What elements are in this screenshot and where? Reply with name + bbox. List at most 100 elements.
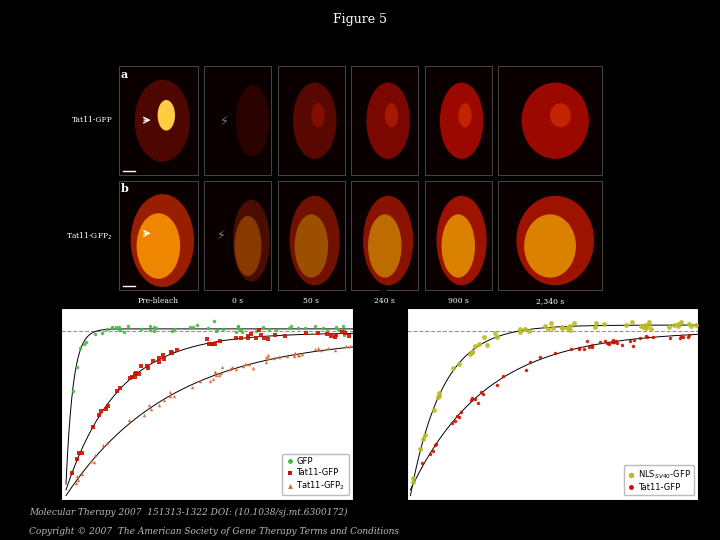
Point	[237, 362, 248, 370]
Point	[464, 350, 475, 359]
Point	[80, 338, 91, 347]
Point	[279, 332, 290, 340]
Point	[143, 400, 155, 409]
Point	[451, 412, 462, 421]
Point	[465, 395, 477, 404]
Ellipse shape	[458, 103, 472, 127]
Point	[539, 322, 551, 330]
Point	[261, 357, 272, 366]
Point	[96, 328, 107, 337]
Point	[246, 330, 257, 339]
Point	[233, 322, 244, 331]
Point	[70, 479, 81, 488]
Point	[629, 335, 640, 344]
Point	[338, 325, 350, 334]
Point	[682, 333, 693, 341]
Ellipse shape	[436, 196, 487, 285]
Ellipse shape	[524, 214, 576, 278]
Bar	[425, 66, 492, 176]
Point	[215, 337, 226, 346]
Point	[101, 325, 112, 333]
Point	[89, 329, 101, 338]
Point	[289, 350, 300, 359]
Point	[453, 413, 464, 422]
Point	[201, 335, 212, 343]
Text: Tat11-GFP$_2$: Tat11-GFP$_2$	[66, 231, 113, 242]
Point	[255, 331, 266, 340]
Text: 0 s: 0 s	[233, 297, 243, 305]
Point	[338, 330, 350, 339]
Point	[491, 380, 503, 389]
Point	[333, 326, 344, 334]
Point	[418, 434, 429, 443]
Point	[236, 328, 248, 336]
Point	[145, 322, 156, 330]
Point	[312, 329, 323, 338]
Bar	[204, 66, 271, 176]
Point	[247, 363, 258, 372]
Point	[578, 345, 590, 354]
Point	[135, 362, 146, 371]
Point	[428, 406, 439, 415]
Point	[102, 402, 114, 410]
Point	[641, 332, 652, 341]
Point	[547, 323, 559, 332]
Point	[145, 326, 156, 334]
Point	[454, 360, 465, 368]
Text: Pre-bleach: Pre-bleach	[138, 297, 179, 305]
Point	[153, 353, 165, 362]
Point	[230, 334, 242, 342]
Point	[556, 324, 567, 333]
Point	[309, 345, 320, 354]
Point	[114, 325, 125, 334]
Point	[450, 417, 462, 426]
Point	[110, 323, 122, 332]
Point	[232, 322, 243, 331]
Text: d: d	[377, 287, 387, 301]
Point	[293, 351, 305, 360]
Point	[587, 341, 598, 350]
Point	[205, 340, 217, 349]
Point	[292, 351, 304, 360]
Point	[158, 396, 169, 404]
Point	[565, 345, 577, 354]
Point	[208, 317, 220, 326]
Point	[611, 339, 622, 347]
Text: Molecular Therapy 2007  151313-1322 DOI: (10.1038/sj.mt.6300172): Molecular Therapy 2007 151313-1322 DOI: …	[29, 508, 347, 517]
Y-axis label: Normalized fluorescence: Normalized fluorescence	[22, 342, 31, 465]
Point	[425, 449, 436, 458]
Point	[187, 323, 199, 332]
Point	[133, 369, 145, 378]
Point	[148, 322, 160, 331]
Point	[446, 419, 458, 428]
Point	[73, 449, 84, 458]
Point	[243, 360, 255, 368]
Point	[209, 367, 220, 376]
Point	[678, 333, 689, 341]
Point	[257, 323, 269, 332]
Bar	[351, 66, 418, 176]
Point	[416, 458, 428, 467]
Point	[312, 343, 323, 352]
Point	[433, 392, 444, 401]
Point	[87, 422, 99, 431]
Point	[608, 338, 619, 346]
Point	[472, 399, 484, 407]
Ellipse shape	[366, 83, 410, 159]
Point	[210, 368, 221, 376]
Point	[491, 332, 503, 341]
Point	[467, 348, 478, 356]
Point	[475, 387, 487, 396]
Ellipse shape	[521, 83, 589, 159]
Point	[72, 454, 84, 463]
Point	[473, 340, 485, 349]
Point	[428, 447, 439, 456]
Point	[210, 327, 221, 335]
Ellipse shape	[135, 80, 190, 161]
Point	[469, 342, 481, 350]
Point	[573, 344, 585, 353]
Point	[639, 321, 651, 329]
Legend: NLS$_{SV40}$-GFP, Tat11-GFP: NLS$_{SV40}$-GFP, Tat11-GFP	[624, 465, 694, 495]
Point	[616, 341, 628, 350]
Point	[242, 332, 253, 340]
